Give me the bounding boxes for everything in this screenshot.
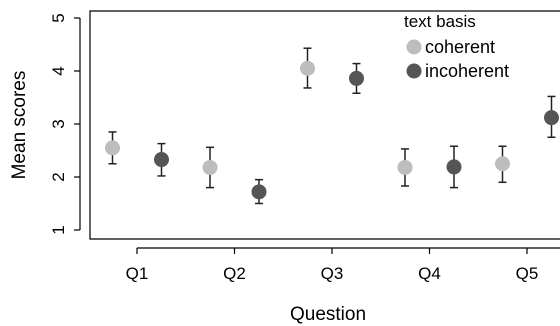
- x-tick-label: Q4: [418, 264, 441, 283]
- data-point: [154, 152, 169, 168]
- plot-frame: [89, 10, 560, 240]
- legend-items: coherent incoherent: [406, 37, 509, 81]
- data-point: [495, 156, 510, 172]
- x-axis-title: Question: [290, 304, 366, 325]
- series-layer: [105, 47, 559, 205]
- data-point: [105, 140, 120, 156]
- x-tick-label: Q5: [516, 264, 539, 283]
- data-point: [397, 159, 413, 175]
- legend-label: coherent: [425, 37, 495, 57]
- y-tick-label: 2: [49, 172, 68, 181]
- x-tick-label: Q3: [321, 264, 344, 283]
- y-tick-label: 1: [49, 225, 68, 234]
- x-ticks: Q1 Q2 Q3 Q4 Q5: [126, 248, 539, 283]
- x-tick-label: Q1: [126, 264, 149, 283]
- y-tick-label: 4: [49, 66, 68, 75]
- legend-title: text basis: [404, 12, 476, 31]
- data-point: [202, 159, 218, 175]
- y-axis-title: Mean scores: [9, 71, 30, 180]
- y-ticks: 1 2 3 4 5: [49, 13, 80, 235]
- data-point: [544, 110, 559, 126]
- data-point: [349, 70, 364, 86]
- data-point: [446, 159, 462, 175]
- data-point: [251, 184, 267, 200]
- y-tick-label: 5: [49, 13, 68, 22]
- y-tick-label: 3: [49, 119, 68, 128]
- series-incoherent: [154, 62, 559, 205]
- series-coherent: [105, 47, 510, 189]
- legend: text basis coherent incoherent: [404, 12, 509, 81]
- data-point: [300, 60, 315, 76]
- legend-marker: [406, 39, 422, 55]
- legend-marker: [406, 63, 422, 79]
- legend-label: incoherent: [425, 61, 509, 81]
- x-tick-label: Q2: [223, 264, 246, 283]
